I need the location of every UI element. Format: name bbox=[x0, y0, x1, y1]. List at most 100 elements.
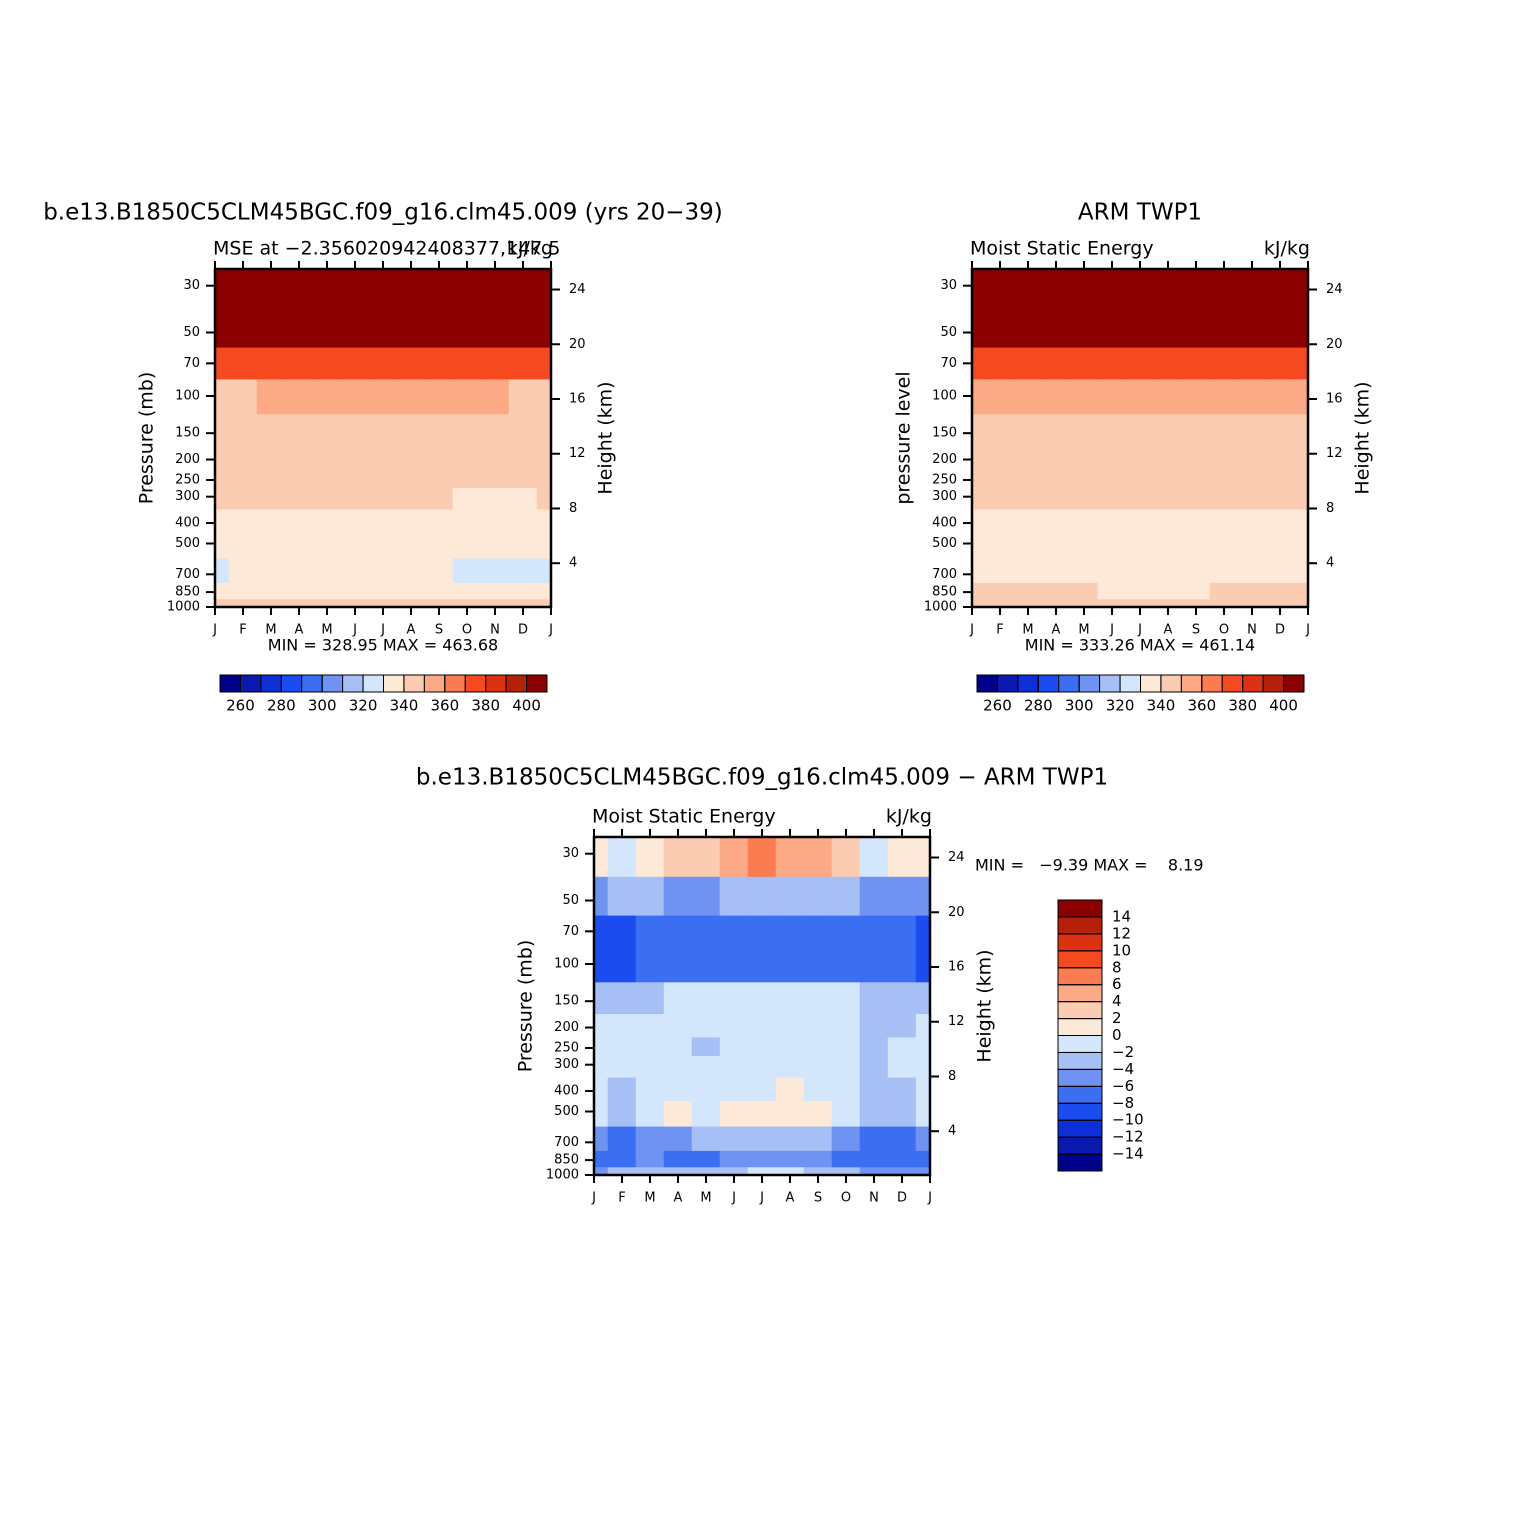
contour-cell bbox=[1013, 558, 1043, 584]
x-tick-label: J bbox=[927, 1191, 932, 1206]
contour-cell bbox=[228, 347, 258, 380]
contour-cell bbox=[691, 836, 721, 878]
contour-cell bbox=[663, 1150, 693, 1168]
contour-cell bbox=[396, 347, 426, 380]
contour-cell bbox=[214, 379, 230, 415]
contour-cell bbox=[887, 876, 917, 917]
contour-cell bbox=[480, 558, 510, 584]
contour-cell bbox=[607, 947, 637, 983]
contour-cell bbox=[663, 836, 693, 878]
contour-cell bbox=[1153, 469, 1183, 489]
contour-cell bbox=[536, 414, 552, 447]
subtitle-left: MSE at −2.356020942408377,147.5 bbox=[213, 238, 560, 260]
colorbar-cell bbox=[1078, 674, 1101, 693]
colorbar-label: 8 bbox=[1112, 958, 1122, 976]
colorbar-cell bbox=[505, 674, 528, 693]
contour-cell bbox=[536, 558, 552, 584]
contour-cell bbox=[368, 582, 398, 600]
colorbar-cell bbox=[1140, 674, 1162, 693]
contour-cell bbox=[1265, 582, 1295, 600]
contour-cell bbox=[256, 414, 286, 447]
colorbar-cell bbox=[464, 674, 487, 693]
contour-cell bbox=[1265, 347, 1295, 380]
contour-cell bbox=[1293, 558, 1309, 584]
contour-cell bbox=[1181, 379, 1211, 415]
contour-cell bbox=[1097, 532, 1127, 560]
contour-cell bbox=[424, 532, 454, 560]
x-tick-label: M bbox=[1022, 623, 1033, 638]
contour-cell bbox=[284, 308, 314, 349]
contour-cell bbox=[1041, 558, 1071, 584]
contour-cell bbox=[452, 414, 482, 447]
contour-cell bbox=[214, 509, 230, 534]
colorbar-cell bbox=[1201, 674, 1223, 693]
contour-cell bbox=[312, 558, 342, 584]
contour-cell bbox=[396, 488, 426, 511]
contour-cell bbox=[985, 509, 1015, 534]
contour-cell bbox=[831, 1056, 861, 1079]
y2-tick-label: 4 bbox=[948, 1124, 956, 1139]
contour-cell bbox=[593, 915, 609, 948]
contour-cell bbox=[452, 469, 482, 489]
contour-cell bbox=[971, 469, 987, 489]
contour-cell bbox=[1041, 509, 1071, 534]
y-tick-label: 700 bbox=[175, 567, 200, 582]
colorbar-cell bbox=[1057, 1136, 1103, 1155]
contour-cell bbox=[663, 876, 693, 917]
contour-cell bbox=[340, 268, 370, 310]
contour-cell bbox=[1181, 446, 1211, 471]
contour-cell bbox=[775, 982, 805, 1015]
contour-cell bbox=[396, 268, 426, 310]
contour-cell bbox=[831, 1014, 861, 1039]
colorbar-label: −12 bbox=[1112, 1128, 1144, 1146]
contour-cell bbox=[915, 982, 931, 1015]
contour-cell bbox=[396, 446, 426, 471]
contour-cell bbox=[747, 982, 777, 1015]
contour-cell bbox=[803, 982, 833, 1015]
colorbar-cell bbox=[403, 674, 425, 693]
contour-cell bbox=[1069, 532, 1099, 560]
contour-cell bbox=[1237, 414, 1267, 447]
contour-cell bbox=[719, 1150, 749, 1168]
contour-cell bbox=[340, 414, 370, 447]
contour-cell bbox=[831, 876, 861, 917]
contour-cell bbox=[1097, 414, 1127, 447]
contour-cell bbox=[508, 532, 538, 560]
contour-cell bbox=[1265, 532, 1295, 560]
contour-cell bbox=[396, 532, 426, 560]
contour-cell bbox=[915, 947, 931, 983]
panel-title: b.e13.B1850C5CLM45BGC.f09_g16.clm45.009 … bbox=[43, 200, 723, 226]
contour-cell bbox=[593, 1150, 609, 1168]
contour-cell bbox=[256, 308, 286, 349]
contour-cell bbox=[536, 509, 552, 534]
contour-cell bbox=[1041, 582, 1071, 600]
contour-cell bbox=[536, 379, 552, 415]
contour-cell bbox=[985, 469, 1015, 489]
contour-cell bbox=[1237, 509, 1267, 534]
colorbar-cell bbox=[423, 674, 446, 693]
contour-cell bbox=[1041, 446, 1071, 471]
contour-cell bbox=[1265, 268, 1295, 310]
contour-cell bbox=[775, 1150, 805, 1168]
y-tick-label: 400 bbox=[554, 1084, 579, 1099]
contour-cell bbox=[1209, 446, 1239, 471]
colorbar-cell bbox=[1037, 674, 1060, 693]
contour-cell bbox=[256, 532, 286, 560]
contour-cell bbox=[803, 1126, 833, 1152]
contour-cell bbox=[256, 347, 286, 380]
contour-cell bbox=[985, 582, 1015, 600]
contour-cell bbox=[508, 308, 538, 349]
contour-cell bbox=[1153, 582, 1183, 600]
contour-cell bbox=[284, 532, 314, 560]
colorbar-cell bbox=[1057, 1153, 1103, 1172]
contour-cell bbox=[1041, 488, 1071, 511]
contour-cell bbox=[971, 532, 987, 560]
contour-cell bbox=[1069, 509, 1099, 534]
contour-cell bbox=[256, 268, 286, 310]
contour-cell bbox=[228, 488, 258, 511]
contour-cell bbox=[635, 1056, 665, 1079]
contour-cell bbox=[396, 414, 426, 447]
contour-cell bbox=[508, 446, 538, 471]
contour-cell bbox=[593, 1077, 609, 1102]
contour-cell bbox=[536, 347, 552, 380]
